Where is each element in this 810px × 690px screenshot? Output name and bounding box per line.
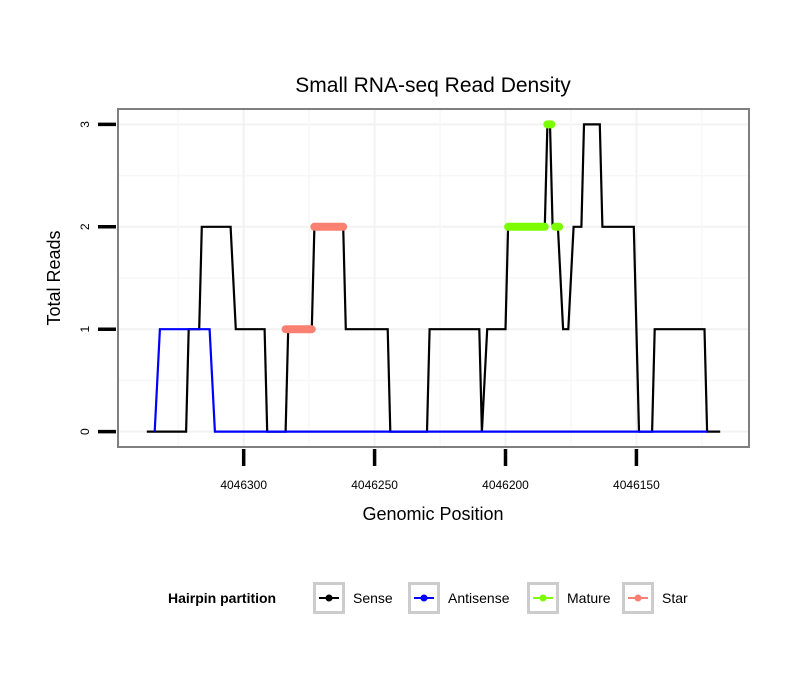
- x-axis-title: Genomic Position: [362, 504, 503, 524]
- y-tick-label: 3: [78, 121, 92, 128]
- series-line-sense: [146, 123, 721, 433]
- x-tick-label: 4046200: [482, 478, 529, 492]
- legend-key-point: [634, 594, 642, 602]
- y-axis: 0 1 2 3: [78, 121, 116, 435]
- y-axis-title: Total Reads: [44, 230, 64, 325]
- legend-item-star[interactable]: Star: [622, 582, 689, 614]
- x-tick-label: 4046150: [613, 478, 660, 492]
- legend-key-point: [539, 594, 547, 602]
- legend-item-antisense[interactable]: Antisense: [408, 582, 510, 614]
- series-layer: [146, 120, 721, 433]
- panel-border: [117, 108, 750, 448]
- chart-title: Small RNA-seq Read Density: [295, 74, 571, 97]
- x-tick-label: 4046250: [351, 478, 398, 492]
- legend-key-point: [420, 594, 428, 602]
- legend-item-mature[interactable]: Mature: [527, 582, 611, 614]
- legend-label: Star: [662, 590, 688, 606]
- legend-label: Antisense: [448, 590, 510, 606]
- series-line-antisense: [153, 328, 708, 433]
- legend-label: Sense: [353, 590, 393, 606]
- plot-panel: [117, 108, 750, 448]
- y-tick-label: 1: [78, 326, 92, 333]
- legend-key-point: [325, 594, 333, 602]
- y-tick-label: 0: [78, 428, 92, 435]
- legend-title: Hairpin partition: [168, 590, 276, 606]
- legend-label: Mature: [567, 590, 611, 606]
- x-tick-label: 4046300: [220, 478, 267, 492]
- legend-item-sense[interactable]: Sense: [313, 582, 393, 614]
- x-axis: 4046300 4046250 4046200 4046150: [220, 449, 660, 492]
- legend: Hairpin partition Sense Antisense Mature St…: [168, 582, 689, 614]
- y-tick-label: 2: [78, 223, 92, 230]
